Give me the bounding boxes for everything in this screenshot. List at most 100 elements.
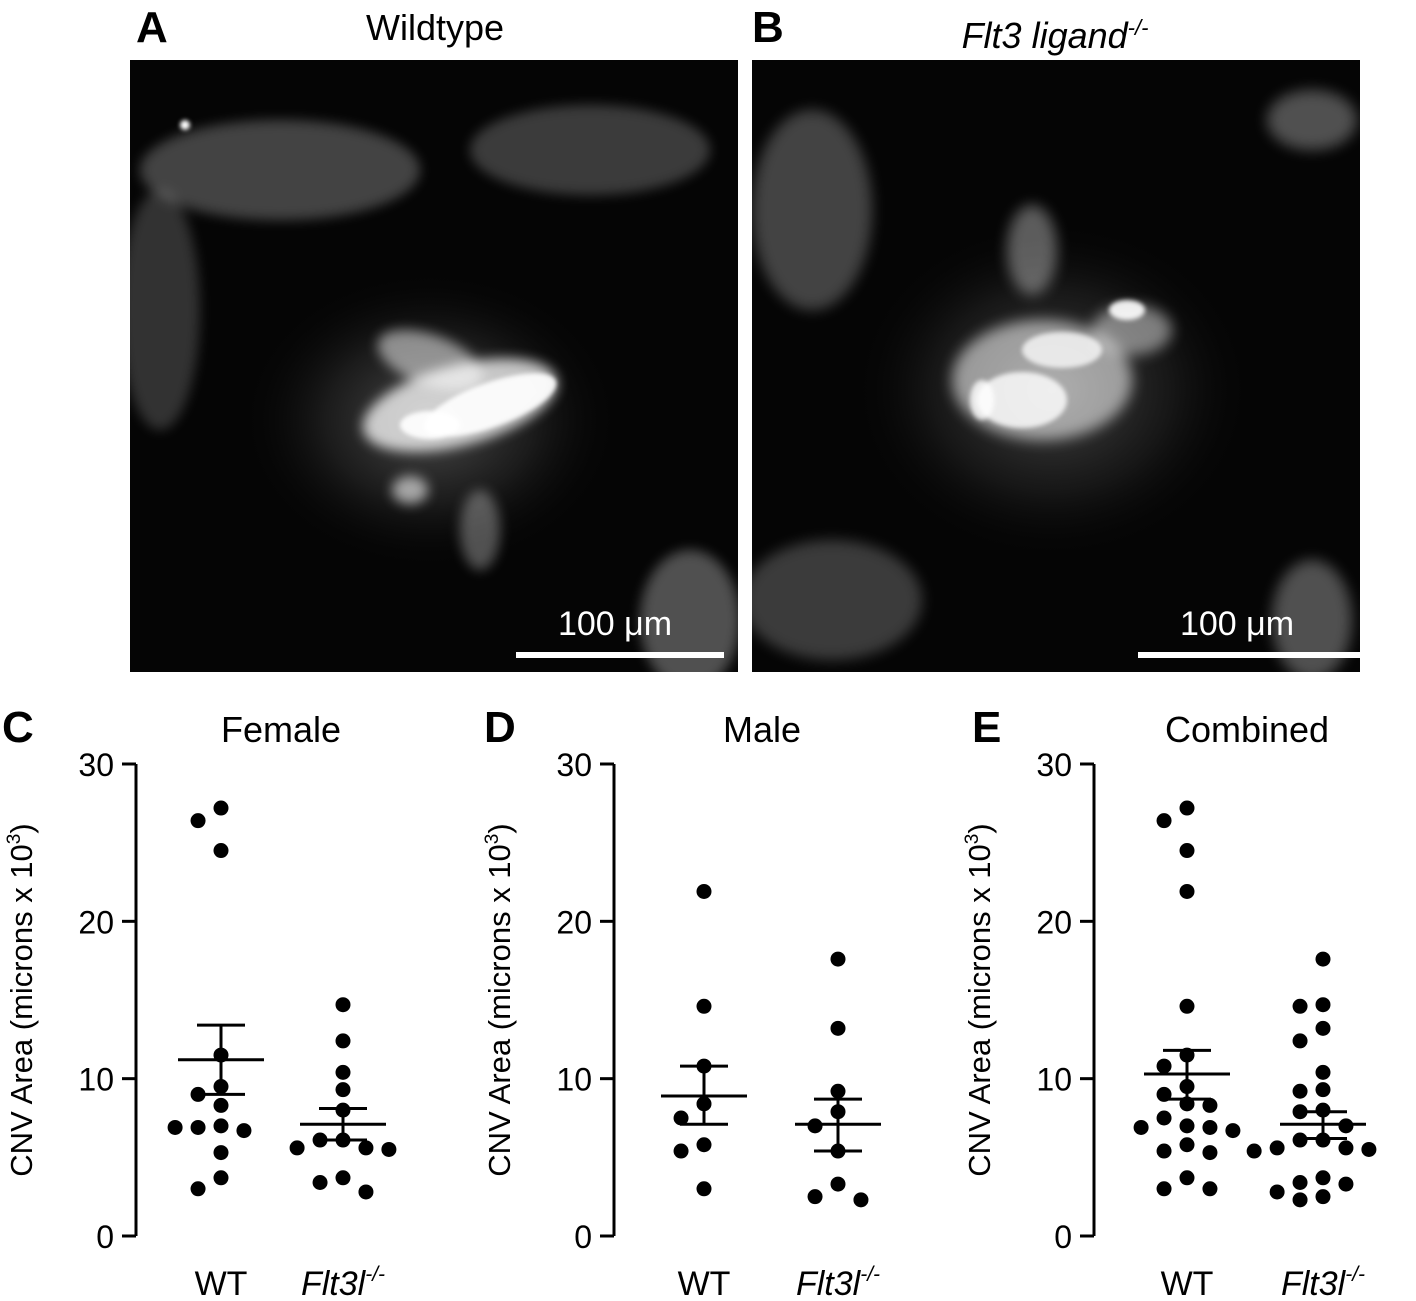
y-tick-label: 10 (556, 1062, 592, 1098)
y-tick-label: 0 (96, 1219, 114, 1255)
data-point (1202, 1145, 1218, 1161)
y-tick-label: 20 (556, 904, 592, 940)
chart-title: Combined (1165, 709, 1329, 750)
panel-letter: C (2, 703, 34, 752)
data-point (1179, 998, 1195, 1014)
y-axis-label-close: ) (4, 823, 39, 833)
data-point (1292, 998, 1308, 1014)
data-point (696, 998, 712, 1014)
data-point (673, 1110, 689, 1126)
x-category-label-main: Flt3l (1281, 1265, 1347, 1301)
x-category-label-main: WT (1161, 1265, 1214, 1301)
data-point (1292, 1033, 1308, 1049)
x-category-label-main: Flt3l (301, 1265, 367, 1301)
data-point (1179, 843, 1195, 859)
data-point (673, 1143, 689, 1159)
data-point (1179, 1137, 1195, 1153)
series-group (289, 997, 397, 1200)
chart-panel-d: D Male 0 10 20 30 CNV Area (microns x 103) WT Fl… (482, 703, 881, 1301)
scale-bar-label: 100 μm (1179, 605, 1295, 643)
data-point (1179, 883, 1195, 899)
data-point (1292, 1192, 1308, 1208)
panel-a-title: Wildtype (365, 7, 505, 48)
x-category-label-main: Flt3l (796, 1265, 862, 1301)
y-tick-label: 0 (574, 1219, 592, 1255)
data-point (853, 1192, 869, 1208)
data-point (358, 1184, 374, 1200)
data-point (1202, 1097, 1218, 1113)
data-point (1202, 1181, 1218, 1197)
y-tick-label: 10 (1036, 1062, 1072, 1098)
data-point (213, 1118, 229, 1134)
data-point (1315, 1082, 1331, 1098)
scale-bar (516, 652, 724, 658)
data-point (1338, 1118, 1354, 1134)
panel-b-letter: B (752, 3, 784, 52)
y-axis-label: CNV Area (microns x 103) (962, 823, 997, 1176)
data-point (807, 1118, 823, 1134)
x-category-label: WT (678, 1265, 731, 1301)
x-category-label: Flt3l-/- (796, 1263, 880, 1301)
y-axis-label-sup: 3 (4, 834, 25, 845)
y-tick-label: 30 (556, 747, 592, 783)
scale-bar (1138, 652, 1360, 658)
data-point (358, 1140, 374, 1156)
chart-title: Female (221, 709, 341, 750)
chart-panel-c: C Female 0 10 20 30 CNV Area (microns x 103) WT… (2, 703, 397, 1301)
scale-bar-label: 100 μm (557, 605, 673, 643)
data-point (335, 1082, 351, 1098)
data-point (213, 1097, 229, 1113)
data-point (1292, 1175, 1308, 1191)
data-point (1315, 1132, 1331, 1148)
data-point (1156, 1110, 1172, 1126)
series-group (795, 951, 881, 1208)
data-point (1179, 1118, 1195, 1134)
panel-letter: E (972, 703, 1001, 752)
panel-b-title-main: Flt3 ligand (961, 15, 1128, 56)
data-point (1156, 813, 1172, 829)
data-point (1202, 1119, 1218, 1135)
data-point (213, 1145, 229, 1161)
y-axis-label-close: ) (482, 823, 517, 833)
series-group (661, 883, 747, 1197)
data-point (1225, 1123, 1241, 1139)
x-category-label-sup: -/- (365, 1263, 385, 1286)
data-point (167, 1119, 183, 1135)
y-axis-label: CNV Area (microns x 103) (4, 823, 39, 1176)
data-point (213, 1170, 229, 1186)
series-group (1133, 800, 1241, 1197)
data-point (213, 800, 229, 816)
chart-title: Male (723, 709, 801, 750)
data-point (696, 1181, 712, 1197)
data-point (1315, 1102, 1331, 1118)
y-axis-label-main: CNV Area (microns x 10 (482, 844, 517, 1177)
data-point (312, 1175, 328, 1191)
y-axis-label-main: CNV Area (microns x 10 (962, 844, 997, 1177)
y-axis-label-sup: 3 (962, 834, 983, 845)
y-tick-label: 20 (1036, 904, 1072, 940)
data-point (807, 1189, 823, 1205)
data-point (1292, 1083, 1308, 1099)
x-category-label-sup: -/- (1345, 1263, 1365, 1286)
chart-panel-e: E Combined 0 10 20 30 CNV Area (microns x 103)… (962, 703, 1377, 1301)
data-point (1338, 1176, 1354, 1192)
data-point (1315, 997, 1331, 1013)
data-point (830, 1176, 846, 1192)
data-point (830, 1083, 846, 1099)
y-axis-label-main: CNV Area (microns x 10 (4, 844, 39, 1177)
data-point (190, 1119, 206, 1135)
y-axis-label: CNV Area (microns x 103) (482, 823, 517, 1176)
data-point (1269, 1184, 1285, 1200)
data-point (1315, 1020, 1331, 1036)
panel-letter: D (484, 703, 516, 752)
data-point (1246, 1143, 1262, 1159)
data-point (830, 951, 846, 967)
data-point (381, 1141, 397, 1157)
y-tick-label: 20 (78, 904, 114, 940)
data-point (1315, 951, 1331, 967)
data-point (1315, 1170, 1331, 1186)
y-tick-label: 30 (1036, 747, 1072, 783)
x-category-label-sup: -/- (860, 1263, 880, 1286)
data-point (1361, 1141, 1377, 1157)
